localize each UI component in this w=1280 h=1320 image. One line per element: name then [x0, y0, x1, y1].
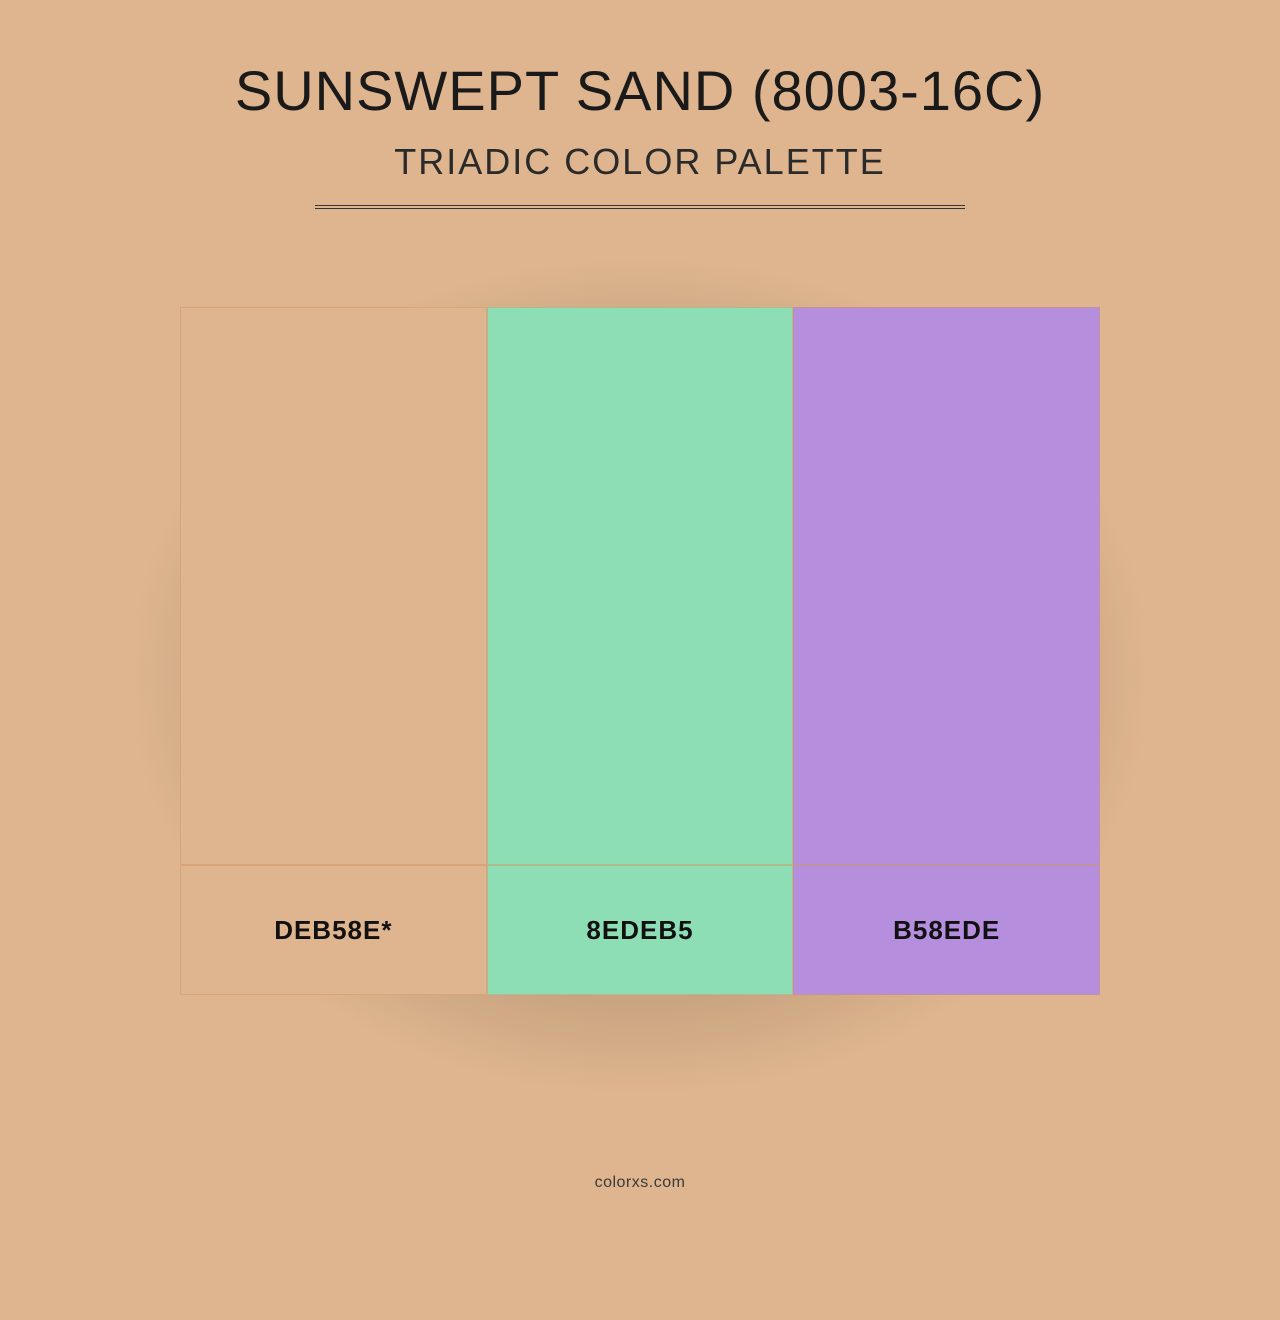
footer-credit: colorxs.com — [0, 1174, 1280, 1192]
color-swatch — [487, 307, 794, 865]
divider — [315, 205, 965, 209]
color-hex-label: DEB58E* — [180, 865, 487, 995]
color-swatch — [793, 307, 1100, 865]
color-swatch — [180, 307, 487, 865]
color-hex-label: B58EDE — [793, 865, 1100, 995]
palette-column: DEB58E* — [180, 307, 487, 995]
color-hex-label: 8EDEB5 — [487, 865, 794, 995]
palette-container: DEB58E*8EDEB5B58EDE — [180, 307, 1100, 995]
page-title: SUNSWEPT SAND (8003-16C) — [235, 58, 1045, 123]
page-subtitle: TRIADIC COLOR PALETTE — [394, 141, 885, 183]
palette-column: 8EDEB5 — [487, 307, 794, 995]
palette-column: B58EDE — [793, 307, 1100, 995]
palette-card: SUNSWEPT SAND (8003-16C) TRIADIC COLOR P… — [0, 0, 1280, 1320]
palette: DEB58E*8EDEB5B58EDE — [180, 307, 1100, 995]
